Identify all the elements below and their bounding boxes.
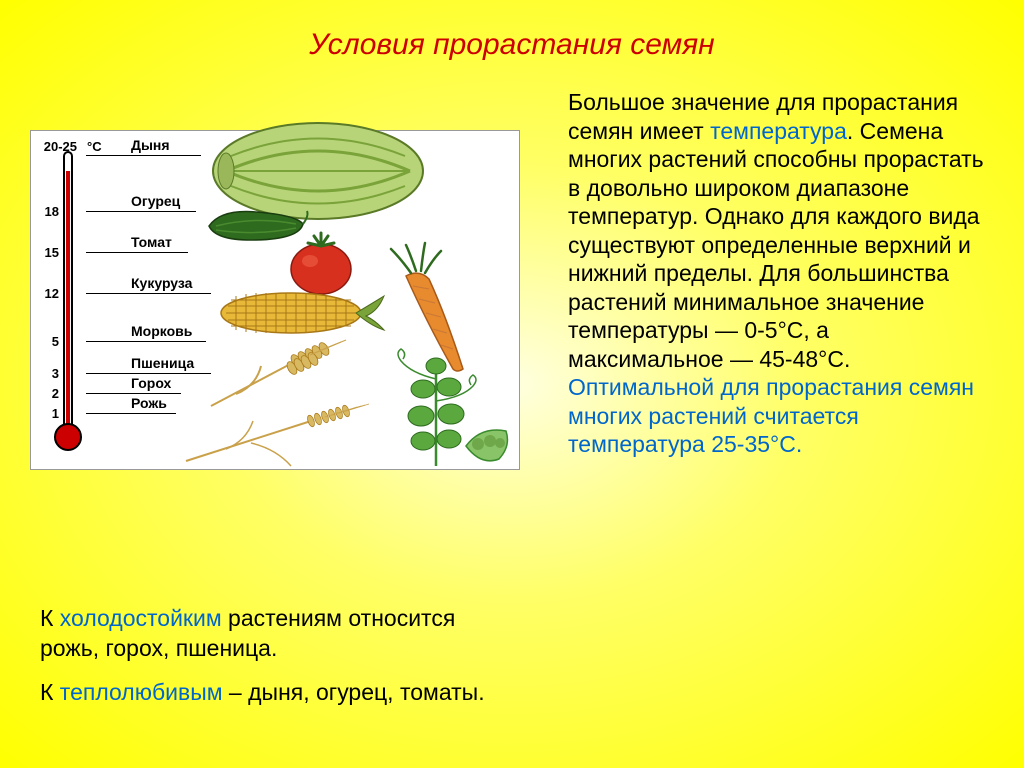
label-line [86, 211, 196, 212]
rye-icon [181, 401, 371, 471]
main-paragraph: Большое значение для прорастания семян и… [568, 88, 986, 459]
label-line [86, 373, 211, 374]
page-title: Условия прорастания семян [0, 0, 1024, 62]
germination-diagram: °C 20-25 18 15 12 5 3 2 1 Дыня Огурец Томат Кукур… [30, 130, 520, 470]
crop-label: Кукуруза [131, 275, 192, 293]
label-line [86, 413, 176, 414]
wheat-icon [206, 336, 356, 411]
crop-label: Рожь [131, 395, 167, 413]
thermo-tick: 2 [33, 386, 59, 401]
crop-label: Морковь [131, 323, 192, 341]
crop-label: Дыня [131, 137, 170, 155]
thermo-tick: 1 [33, 406, 59, 421]
label-line [86, 252, 188, 253]
crop-label: Пшеница [131, 355, 194, 373]
thermo-tick: 5 [33, 334, 59, 349]
warm-suffix: – дыня, огурец, томаты. [223, 679, 485, 705]
corn-icon [216, 286, 386, 341]
crop-label: Томат [131, 234, 172, 252]
thermo-tick: 3 [33, 366, 59, 381]
thermo-tick: 12 [33, 286, 59, 301]
para-highlight-optimal: Оптимальной для прорастания семян многих… [568, 374, 974, 457]
crop-label: Огурец [131, 193, 180, 211]
cold-prefix: К [40, 605, 60, 631]
warm-highlight: теплолюбивым [60, 679, 223, 705]
warm-prefix: К [40, 679, 60, 705]
thermo-bulb [54, 423, 82, 451]
thermo-mercury [66, 171, 70, 429]
para-text-2: . Семена многих растений способны прорас… [568, 118, 984, 372]
crop-label: Горох [131, 375, 171, 393]
thermo-tick-top: 20-25 [29, 139, 77, 154]
label-line [86, 155, 201, 156]
thermo-tick: 18 [33, 204, 59, 219]
cold-highlight: холодостойким [60, 605, 222, 631]
label-line [86, 393, 181, 394]
pea-icon [381, 331, 521, 471]
label-line [86, 341, 206, 342]
bottom-caption: К холодостойким растениям относится рожь… [40, 604, 520, 708]
para-highlight-temp: температура [710, 118, 847, 144]
label-line [86, 293, 211, 294]
thermo-tick: 15 [33, 245, 59, 260]
thermo-unit: °C [87, 139, 102, 154]
